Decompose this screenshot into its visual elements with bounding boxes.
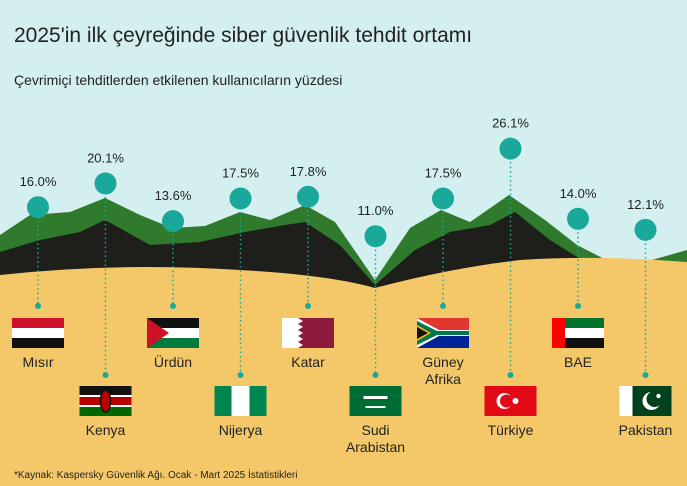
flag — [417, 318, 469, 348]
stem-foot — [170, 303, 176, 309]
country-name: Türkiye — [487, 422, 534, 438]
value-label: 20.1% — [87, 150, 124, 165]
sand — [0, 257, 687, 486]
flag-part — [552, 318, 565, 348]
flag-part — [99, 389, 112, 413]
marker — [94, 172, 117, 195]
flag-part — [12, 328, 64, 338]
stem-foot — [35, 303, 41, 309]
flag-part — [349, 386, 402, 416]
flag-part — [646, 391, 663, 407]
flag-part — [417, 327, 428, 339]
country-name: Sudi Arabistan — [345, 422, 406, 455]
flag-part — [363, 396, 388, 399]
flag-part — [500, 394, 513, 408]
marker — [229, 187, 252, 210]
flag-part — [147, 338, 199, 348]
flag-part — [12, 318, 64, 328]
source: *Kaynak: Kaspersky Güvenlik Ağı. Ocak - … — [14, 470, 298, 481]
marker — [634, 218, 657, 241]
flag-part — [552, 328, 604, 338]
flag-part — [417, 321, 469, 345]
stem-foot — [237, 372, 244, 378]
flag-part — [552, 318, 604, 328]
country-name: Katar — [291, 354, 325, 370]
marker — [432, 187, 454, 210]
marker — [297, 185, 319, 208]
flag — [12, 318, 64, 348]
value-label: 16.0% — [20, 174, 57, 189]
stem-foot — [440, 303, 446, 309]
flag-part — [619, 386, 633, 416]
flag-part — [147, 328, 199, 338]
value-label: 17.5% — [425, 166, 462, 181]
country-name: BAE — [563, 354, 592, 370]
marker — [27, 196, 49, 219]
value-label: 11.0% — [358, 203, 394, 218]
stem-foot — [305, 303, 311, 309]
flag-part — [214, 386, 232, 416]
value-label: 14.0% — [560, 186, 597, 201]
flag — [214, 386, 267, 416]
flag — [349, 386, 402, 416]
flag-part — [231, 386, 250, 416]
country-name: Pakistan — [618, 422, 673, 438]
flag-part — [282, 318, 303, 348]
value-label: 26.1% — [492, 116, 529, 131]
flag-part — [249, 386, 267, 416]
value-label: 12.1% — [627, 197, 664, 212]
country-name: Güney Afrika — [422, 354, 464, 387]
marker — [162, 210, 184, 233]
flag-part — [512, 398, 519, 404]
title: 2025'in ilk çeyreğinde siber güvenlik te… — [14, 24, 473, 47]
flag-part — [365, 406, 386, 408]
flag-part — [147, 318, 169, 348]
value-label: 13.6% — [155, 188, 192, 203]
country-name: Ürdün — [153, 354, 193, 370]
value-label: 17.5% — [222, 166, 259, 181]
country-name: Mısır — [22, 354, 54, 370]
marker — [499, 137, 522, 160]
flag — [147, 318, 199, 348]
flag-part — [147, 318, 199, 328]
country-name: Kenya — [85, 422, 126, 438]
stem-foot — [575, 303, 581, 309]
stem-foot — [507, 372, 514, 378]
flag — [484, 386, 537, 416]
flag-part — [552, 338, 604, 348]
stem-foot — [642, 372, 649, 378]
marker — [567, 207, 589, 230]
flag — [619, 386, 672, 416]
country-name: Nijerya — [218, 422, 263, 438]
flag — [552, 318, 604, 348]
flag-part — [656, 393, 661, 399]
marker — [364, 225, 387, 248]
stem-foot — [102, 372, 109, 378]
flag-part — [12, 338, 64, 348]
stem-foot — [372, 372, 379, 378]
flag — [282, 318, 334, 348]
subtitle: Çevrimiçi tehditlerden etkilenen kullanı… — [14, 72, 343, 88]
value-label: 17.8% — [290, 164, 327, 179]
flag — [79, 386, 132, 416]
